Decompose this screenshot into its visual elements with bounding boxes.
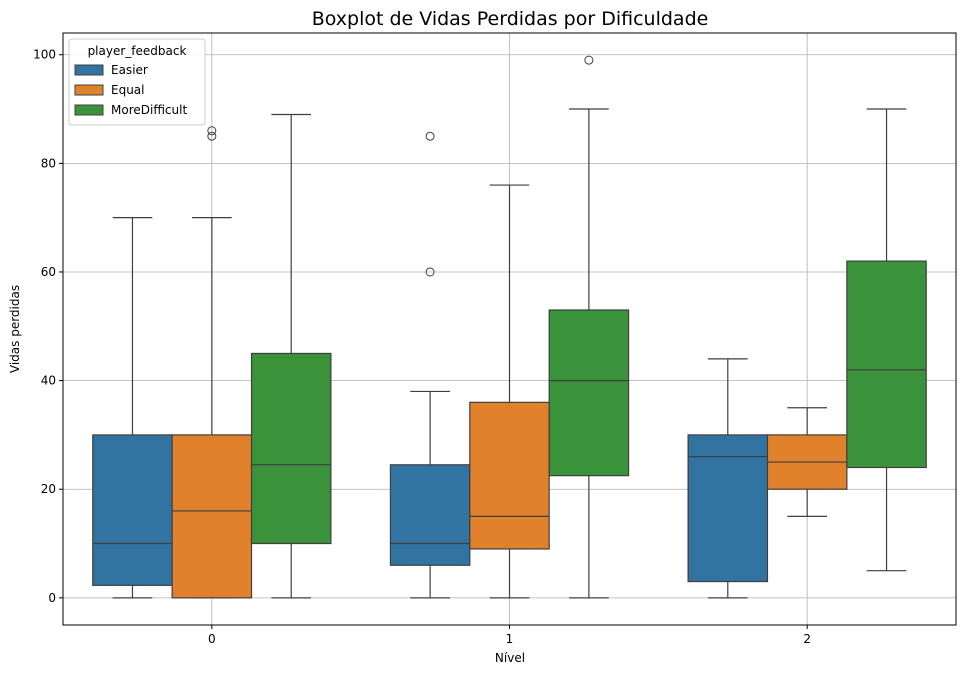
legend-label-MoreDifficult: MoreDifficult xyxy=(111,103,187,117)
chart-title: Boxplot de Vidas Perdidas por Dificuldad… xyxy=(312,8,709,30)
iqr-box xyxy=(250,352,332,545)
iqr-box xyxy=(846,260,927,469)
legend-label-Equal: Equal xyxy=(111,83,145,97)
iqr-box xyxy=(92,434,173,586)
y-axis-label: Vidas perdidas xyxy=(8,285,22,373)
y-tick-label: 60 xyxy=(41,265,56,279)
x-tick-label: 1 xyxy=(506,632,514,646)
box-MoreDifficult-0 xyxy=(250,113,332,599)
x-tick-label: 0 xyxy=(208,632,216,646)
legend-frame xyxy=(68,38,206,126)
box-MoreDifficult-2 xyxy=(846,108,927,572)
x-tick-label: 2 xyxy=(803,632,811,646)
legend: player_feedback Easier Equal MoreDifficult xyxy=(68,38,206,126)
legend-swatch-Equal xyxy=(74,84,104,96)
legend-label-Easier: Easier xyxy=(111,63,148,77)
box-Equal-2 xyxy=(766,407,848,517)
outlier-point xyxy=(425,267,435,277)
y-tick-label: 100 xyxy=(33,48,56,62)
x-axis-ticks: 0 1 2 xyxy=(208,625,811,646)
legend-swatch-MoreDifficult xyxy=(74,104,104,116)
box-Easier-1 xyxy=(389,131,471,599)
box-Equal-1 xyxy=(469,184,550,599)
outlier-point xyxy=(207,131,217,141)
y-tick-label: 0 xyxy=(48,591,56,605)
outlier-point xyxy=(207,126,217,136)
box-Easier-0 xyxy=(92,217,173,599)
box-MoreDifficult-1 xyxy=(548,55,630,599)
legend-title: player_feedback xyxy=(88,44,187,58)
iqr-box xyxy=(687,434,769,583)
y-tick-label: 40 xyxy=(41,374,56,388)
box-Easier-2 xyxy=(687,358,769,599)
outlier-point xyxy=(584,55,594,65)
legend-swatch-Easier xyxy=(74,64,104,76)
iqr-box xyxy=(548,309,630,477)
iqr-box xyxy=(469,401,550,550)
outlier-point xyxy=(425,131,435,141)
box-Equal-0 xyxy=(171,126,253,599)
y-axis-ticks: 0 20 40 60 80 100 xyxy=(33,48,63,605)
iqr-box xyxy=(171,434,253,599)
boxes-layer xyxy=(92,55,927,599)
y-tick-label: 80 xyxy=(41,156,56,170)
iqr-box xyxy=(389,464,471,566)
y-tick-label: 20 xyxy=(41,482,56,496)
x-axis-label: Nível xyxy=(495,651,525,665)
